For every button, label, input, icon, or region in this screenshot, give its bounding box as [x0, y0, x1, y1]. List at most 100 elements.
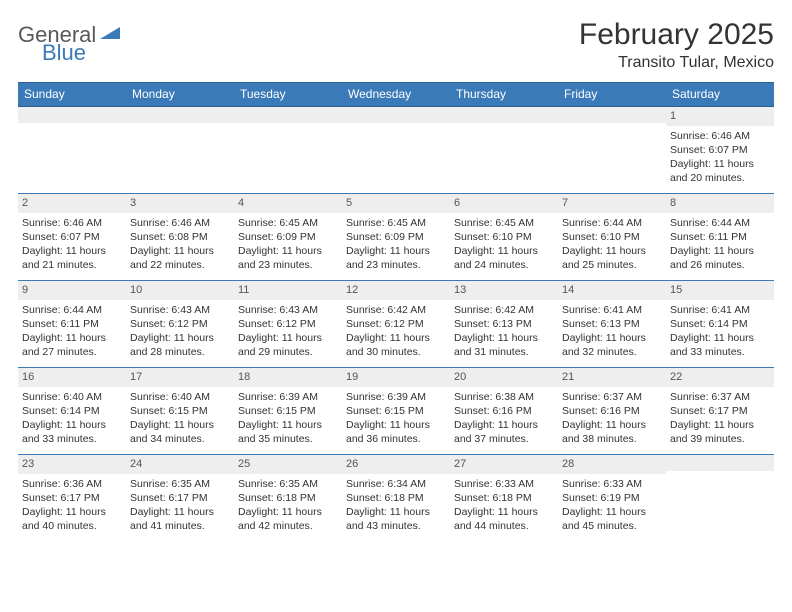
day-info-line: and 28 minutes. [130, 345, 230, 359]
day-cell: 22Sunrise: 6:37 AMSunset: 6:17 PMDayligh… [666, 368, 774, 454]
day-info-line: Daylight: 11 hours [130, 244, 230, 258]
day-info-line: Daylight: 11 hours [346, 244, 446, 258]
day-cell: 24Sunrise: 6:35 AMSunset: 6:17 PMDayligh… [126, 455, 234, 541]
day-number: 3 [126, 194, 234, 213]
day-info-line: Sunrise: 6:44 AM [22, 303, 122, 317]
day-info-line: Sunset: 6:10 PM [562, 230, 662, 244]
day-number [666, 455, 774, 471]
day-info-line: Sunset: 6:14 PM [22, 404, 122, 418]
day-info-line: Sunrise: 6:36 AM [22, 477, 122, 491]
week-row: 1Sunrise: 6:46 AMSunset: 6:07 PMDaylight… [18, 107, 774, 194]
day-number: 4 [234, 194, 342, 213]
day-cell [234, 107, 342, 193]
day-cell: 9Sunrise: 6:44 AMSunset: 6:11 PMDaylight… [18, 281, 126, 367]
day-number [126, 107, 234, 123]
day-number: 1 [666, 107, 774, 126]
week-row: 9Sunrise: 6:44 AMSunset: 6:11 PMDaylight… [18, 281, 774, 368]
day-info-line: Daylight: 11 hours [346, 331, 446, 345]
day-info-line: Sunrise: 6:37 AM [670, 390, 770, 404]
day-info-line: and 38 minutes. [562, 432, 662, 446]
day-info-line: and 22 minutes. [130, 258, 230, 272]
day-info-line: and 43 minutes. [346, 519, 446, 533]
day-info-line: and 21 minutes. [22, 258, 122, 272]
day-info-line: Daylight: 11 hours [670, 418, 770, 432]
day-info-line: Sunset: 6:13 PM [454, 317, 554, 331]
day-number [342, 107, 450, 123]
day-info-line: and 42 minutes. [238, 519, 338, 533]
day-cell: 21Sunrise: 6:37 AMSunset: 6:16 PMDayligh… [558, 368, 666, 454]
day-info-line: Sunset: 6:16 PM [454, 404, 554, 418]
day-info-line: Sunrise: 6:46 AM [670, 129, 770, 143]
day-info-line: Sunset: 6:17 PM [130, 491, 230, 505]
day-info-line: and 41 minutes. [130, 519, 230, 533]
day-info-line: Daylight: 11 hours [22, 331, 122, 345]
day-cell: 14Sunrise: 6:41 AMSunset: 6:13 PMDayligh… [558, 281, 666, 367]
day-info-line: Sunrise: 6:38 AM [454, 390, 554, 404]
day-cell: 17Sunrise: 6:40 AMSunset: 6:15 PMDayligh… [126, 368, 234, 454]
day-info-line: Sunset: 6:12 PM [130, 317, 230, 331]
day-number: 5 [342, 194, 450, 213]
day-info-line: and 36 minutes. [346, 432, 446, 446]
day-info-line: Sunset: 6:18 PM [454, 491, 554, 505]
day-info-line: Daylight: 11 hours [22, 505, 122, 519]
day-cell: 13Sunrise: 6:42 AMSunset: 6:13 PMDayligh… [450, 281, 558, 367]
day-info-line: Sunset: 6:08 PM [130, 230, 230, 244]
day-info-line: Daylight: 11 hours [670, 244, 770, 258]
day-info-line: Daylight: 11 hours [454, 331, 554, 345]
day-number: 18 [234, 368, 342, 387]
day-number: 23 [18, 455, 126, 474]
day-info-line: and 33 minutes. [670, 345, 770, 359]
day-info-line: Daylight: 11 hours [670, 157, 770, 171]
day-cell: 18Sunrise: 6:39 AMSunset: 6:15 PMDayligh… [234, 368, 342, 454]
day-info-line: Sunrise: 6:45 AM [454, 216, 554, 230]
day-info-line: Sunrise: 6:42 AM [346, 303, 446, 317]
day-info-line: and 23 minutes. [346, 258, 446, 272]
day-info-line: Sunrise: 6:35 AM [130, 477, 230, 491]
day-info-line: Sunrise: 6:40 AM [130, 390, 230, 404]
day-number: 27 [450, 455, 558, 474]
day-header-row: Sunday Monday Tuesday Wednesday Thursday… [18, 82, 774, 107]
day-info-line: Daylight: 11 hours [130, 331, 230, 345]
day-number: 9 [18, 281, 126, 300]
day-number: 11 [234, 281, 342, 300]
day-info-line: Sunrise: 6:40 AM [22, 390, 122, 404]
day-info-line: and 30 minutes. [346, 345, 446, 359]
day-info-line: Daylight: 11 hours [454, 505, 554, 519]
day-info-line: Sunset: 6:18 PM [238, 491, 338, 505]
day-info-line: and 27 minutes. [22, 345, 122, 359]
day-info-line: Sunset: 6:18 PM [346, 491, 446, 505]
day-cell [126, 107, 234, 193]
day-header: Thursday [450, 83, 558, 106]
day-info-line: Sunset: 6:17 PM [22, 491, 122, 505]
day-cell [18, 107, 126, 193]
day-cell: 26Sunrise: 6:34 AMSunset: 6:18 PMDayligh… [342, 455, 450, 541]
day-number: 25 [234, 455, 342, 474]
day-cell: 6Sunrise: 6:45 AMSunset: 6:10 PMDaylight… [450, 194, 558, 280]
day-info-line: Daylight: 11 hours [562, 505, 662, 519]
day-info-line: Sunrise: 6:44 AM [670, 216, 770, 230]
calendar: Sunday Monday Tuesday Wednesday Thursday… [18, 82, 774, 541]
day-info-line: Sunrise: 6:35 AM [238, 477, 338, 491]
day-info-line: and 34 minutes. [130, 432, 230, 446]
location: Transito Tular, Mexico [579, 54, 774, 72]
day-info-line: Sunrise: 6:41 AM [562, 303, 662, 317]
day-header: Sunday [18, 83, 126, 106]
logo-part2: Blue [42, 42, 86, 64]
day-info-line: Daylight: 11 hours [346, 505, 446, 519]
day-info-line: Daylight: 11 hours [562, 331, 662, 345]
day-cell: 15Sunrise: 6:41 AMSunset: 6:14 PMDayligh… [666, 281, 774, 367]
day-info-line: Daylight: 11 hours [346, 418, 446, 432]
day-info-line: and 33 minutes. [22, 432, 122, 446]
day-info-line: and 39 minutes. [670, 432, 770, 446]
day-info-line: Sunset: 6:14 PM [670, 317, 770, 331]
day-info-line: Sunset: 6:15 PM [346, 404, 446, 418]
day-number: 28 [558, 455, 666, 474]
day-info-line: and 26 minutes. [670, 258, 770, 272]
day-number: 8 [666, 194, 774, 213]
day-info-line: Sunrise: 6:39 AM [346, 390, 446, 404]
day-info-line: Sunset: 6:19 PM [562, 491, 662, 505]
day-number [450, 107, 558, 123]
day-cell: 3Sunrise: 6:46 AMSunset: 6:08 PMDaylight… [126, 194, 234, 280]
day-number: 10 [126, 281, 234, 300]
day-number: 17 [126, 368, 234, 387]
